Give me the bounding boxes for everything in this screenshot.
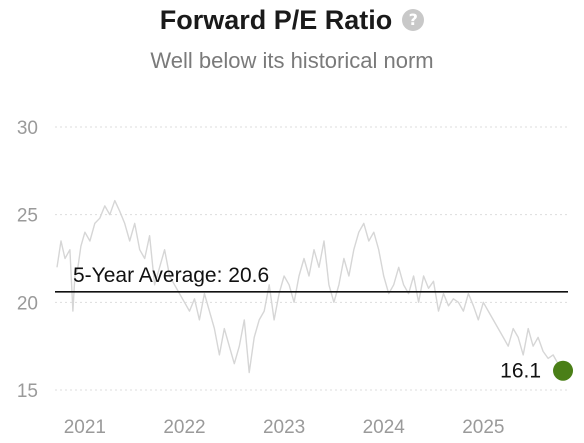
x-tick-label: 2022	[163, 417, 205, 438]
last-value-point	[553, 360, 574, 381]
x-axis-ticks: 2021 2022 2023 2024 2025	[64, 417, 505, 438]
y-axis-ticks: 15 20 25 30	[17, 118, 38, 402]
x-tick-label: 2023	[263, 417, 305, 438]
x-tick-label: 2024	[363, 417, 406, 438]
chart-header: Forward P/E Ratio ?	[0, 0, 584, 40]
chart-subtitle: Well below its historical norm	[150, 48, 434, 73]
y-tick-label: 20	[17, 293, 38, 314]
chart-title: Forward P/E Ratio	[159, 4, 393, 35]
y-tick-label: 30	[17, 118, 38, 139]
y-tick-label: 15	[17, 381, 38, 402]
average-label: 5-Year Average: 20.6	[73, 264, 269, 287]
question-circle-icon[interactable]: ?	[402, 9, 425, 31]
x-tick-label: 2021	[64, 417, 106, 438]
y-tick-label: 25	[17, 206, 38, 227]
pe-ratio-series-line	[56, 199, 564, 374]
last-value-label: 16.1	[500, 360, 541, 383]
x-tick-label: 2025	[462, 417, 504, 438]
grid-lines	[55, 126, 568, 391]
